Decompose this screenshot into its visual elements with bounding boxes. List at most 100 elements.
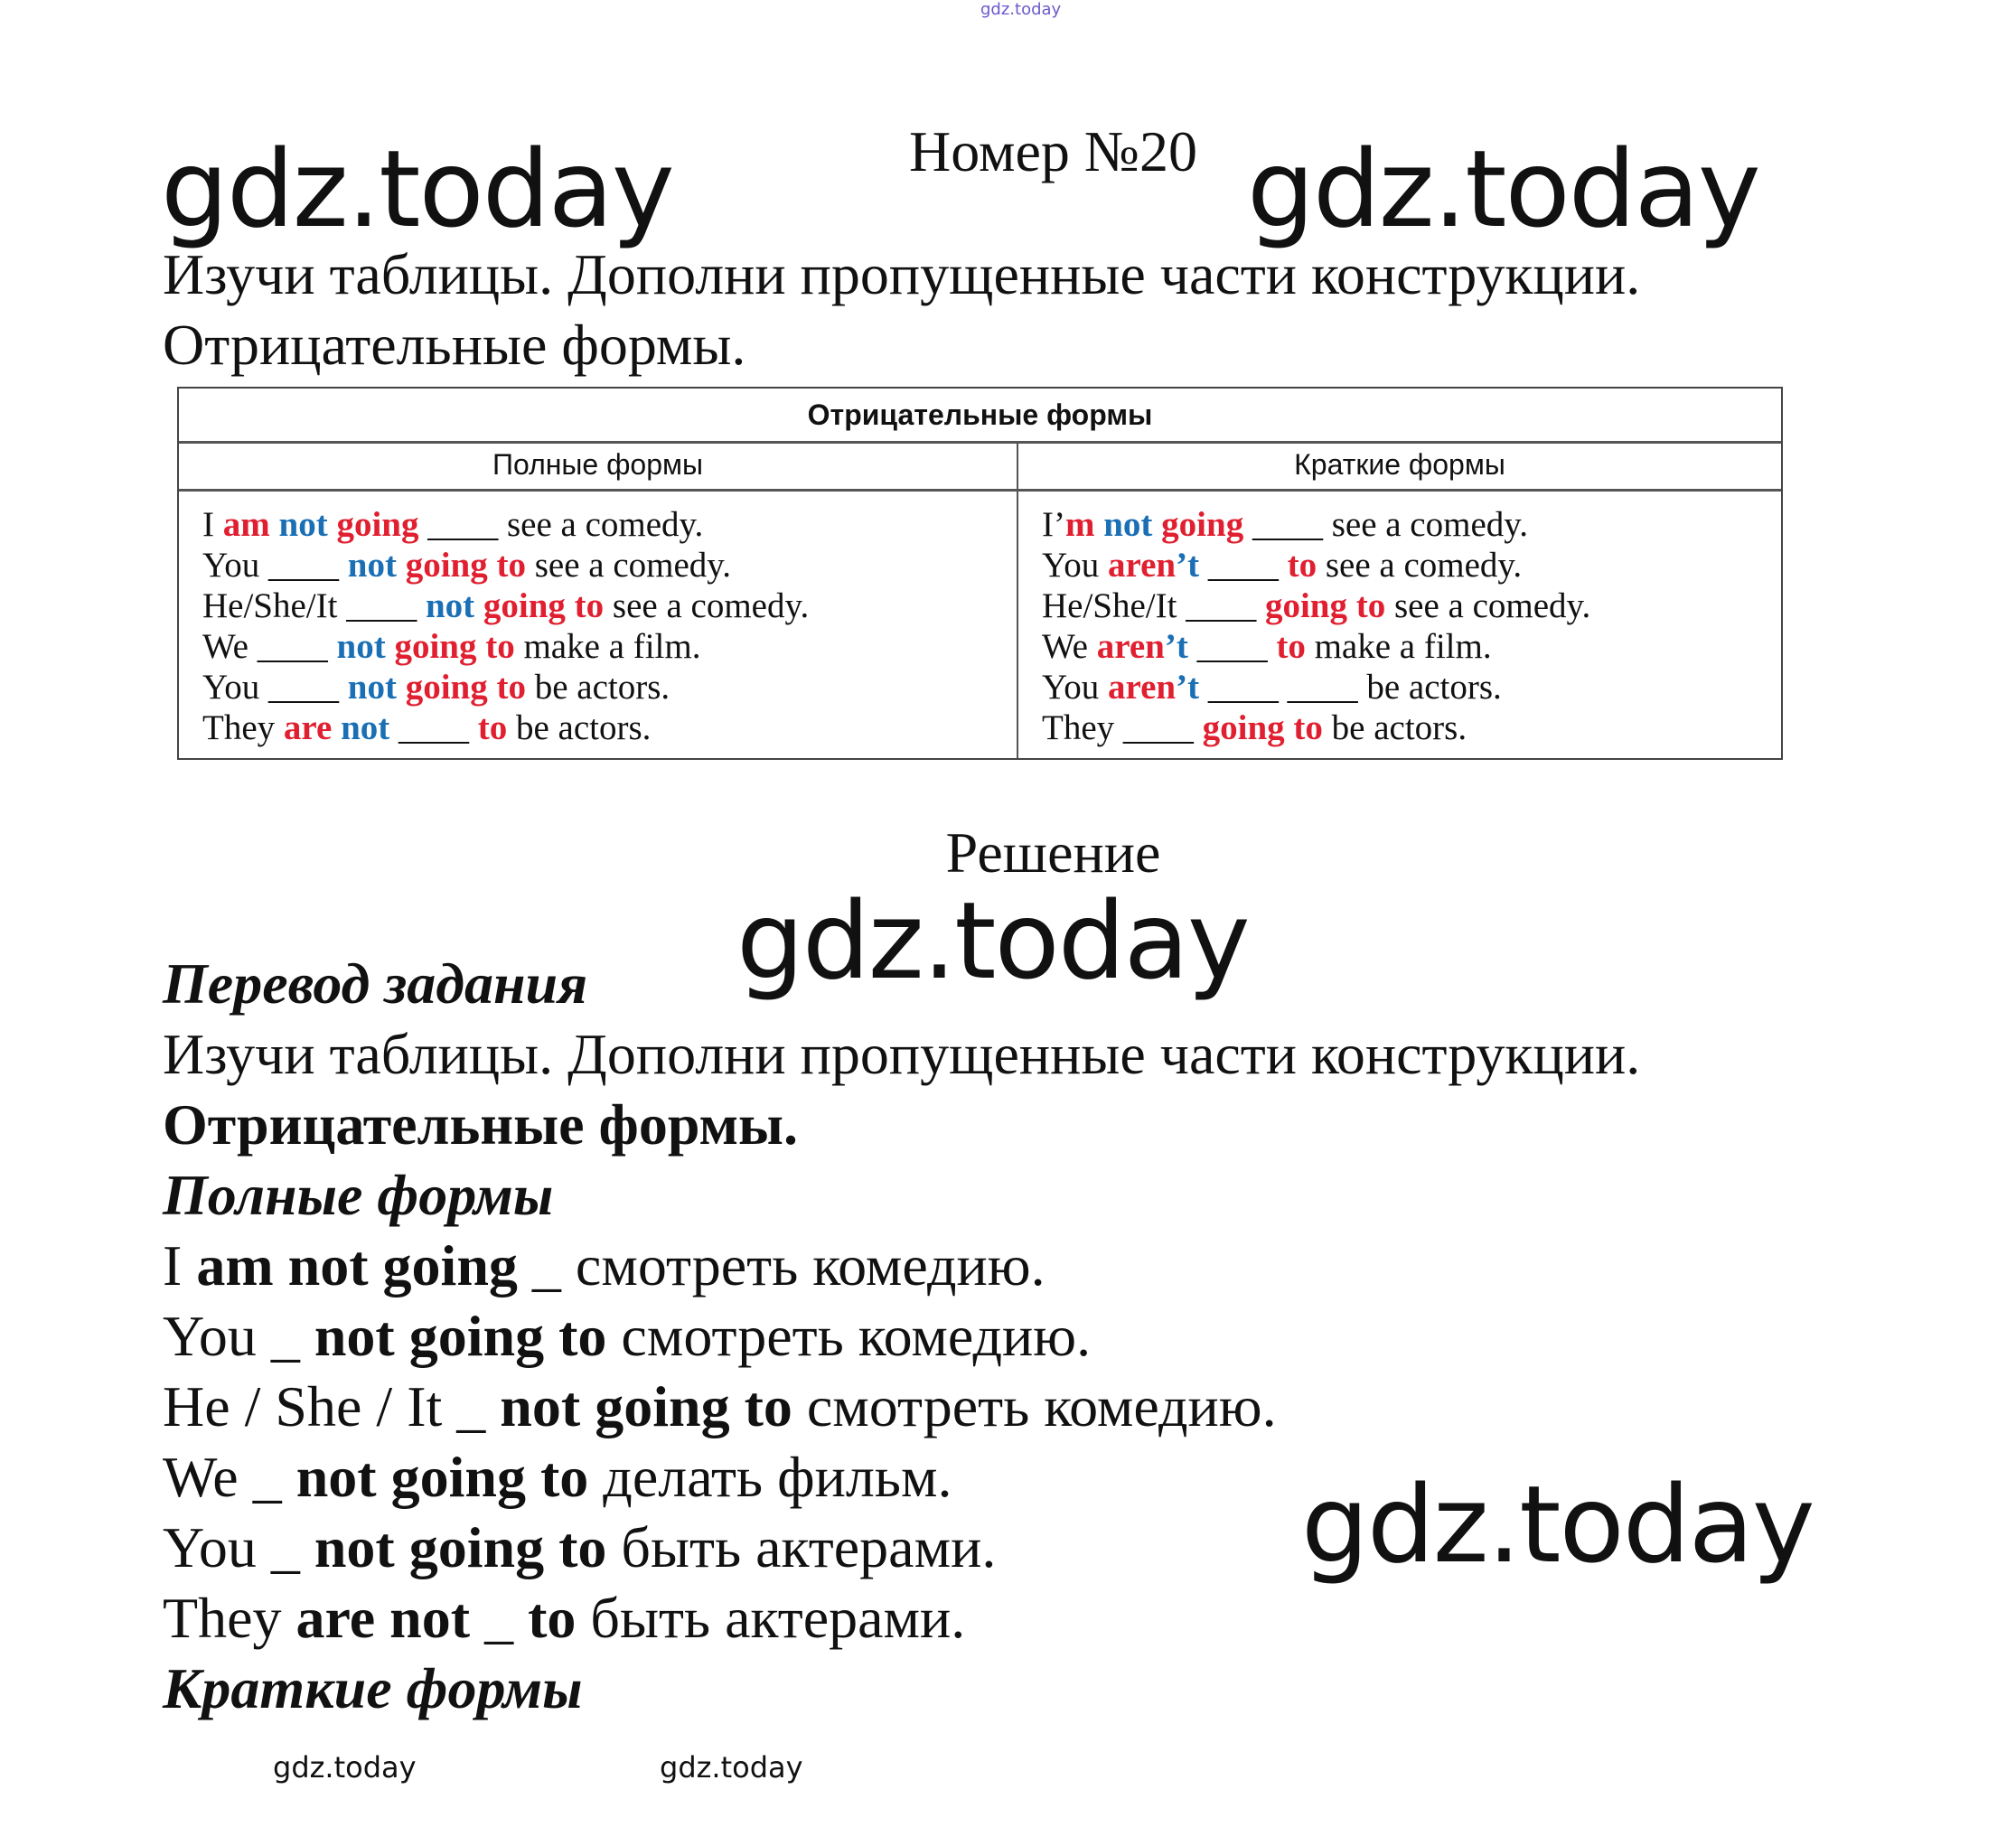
text-segment: Перевод задания: [163, 951, 588, 1016]
translation-line: He / She / It _ not going to смотреть ко…: [163, 1372, 1640, 1442]
text-segment: We: [1042, 627, 1097, 666]
text-segment: [1152, 505, 1161, 544]
text-segment: not: [336, 627, 386, 666]
text-segment: see a comedy.: [1317, 546, 1523, 585]
page-title: Номер №20: [909, 119, 1197, 183]
text-segment: be actors.: [525, 668, 670, 707]
text-segment: going to: [483, 586, 605, 625]
text-segment: are: [283, 708, 333, 747]
text-segment: are not: [295, 1586, 471, 1650]
text-segment: Полные формы: [163, 1163, 554, 1227]
text-segment: Краткие формы: [163, 1656, 583, 1720]
translation-section: Перевод задания Изучи таблицы. Дополни пр…: [163, 949, 1640, 1724]
text-segment: ____ see a comedy.: [1243, 505, 1528, 544]
text-segment: [270, 505, 279, 544]
text-segment: [328, 505, 337, 544]
text-segment: Отрицательные формы.: [163, 1092, 798, 1157]
text-segment: смотреть комедию.: [606, 1304, 1092, 1368]
text-segment: m: [1064, 505, 1095, 544]
table-row: I am not going ____ see a comedy.: [202, 504, 809, 545]
watermark-large: gdz.today: [1301, 1462, 1815, 1587]
watermark-small: gdz.today: [273, 1750, 417, 1785]
watermark-large: gdz.today: [736, 878, 1251, 1003]
text-segment: I’: [1042, 505, 1065, 544]
text-segment: быть актерами.: [606, 1515, 997, 1579]
text-segment: смотреть комедию.: [792, 1374, 1277, 1438]
text-segment: going: [1161, 505, 1244, 544]
text-segment: He / She / It _: [163, 1374, 501, 1438]
translation-line: I am not going _ смотреть комедию.: [163, 1231, 1640, 1301]
text-segment: [397, 668, 406, 707]
text-segment: _: [470, 1586, 529, 1650]
text-segment: going: [336, 505, 419, 544]
text-segment: see a comedy.: [1385, 586, 1591, 625]
full-forms-cell: I am not going ____ see a comedy. You ___…: [179, 492, 1018, 758]
text-segment: see a comedy.: [525, 546, 731, 585]
translation-line: Полные формы: [163, 1160, 1640, 1231]
column-header-short: Краткие формы: [1018, 441, 1781, 492]
text-segment: You _: [163, 1515, 314, 1579]
text-segment: We _: [163, 1445, 296, 1509]
text-segment: going to: [405, 668, 526, 707]
column-header-full: Полные формы: [179, 441, 1018, 492]
text-segment: You ____: [202, 668, 348, 707]
table-row: You ____ not going to see a comedy.: [202, 545, 809, 586]
text-segment: to: [477, 708, 508, 747]
text-segment: to: [1276, 627, 1306, 666]
text-segment: ____ ____ be actors.: [1199, 668, 1502, 707]
watermark-large: gdz.today: [1247, 126, 1761, 251]
text-segment: [474, 586, 483, 625]
text-segment: make a film.: [1305, 627, 1492, 666]
text-segment: make a film.: [514, 627, 701, 666]
text-segment: not: [341, 708, 390, 747]
translation-line: They are not _ to быть актерами.: [163, 1583, 1640, 1654]
watermark-large: gdz.today: [161, 126, 675, 251]
text-segment: I: [163, 1233, 197, 1298]
table-row: You ____ not going to be actors.: [202, 667, 809, 707]
text-segment: be actors.: [507, 708, 652, 747]
text-segment: ____: [1187, 627, 1277, 666]
text-segment: [332, 708, 341, 747]
text-segment: I: [202, 505, 223, 544]
text-segment: ’t: [1176, 668, 1200, 707]
translation-line: You _ not going to быть актерами.: [163, 1513, 1640, 1583]
text-segment: ____: [1199, 546, 1288, 585]
table-row: They ____ going to be actors.: [1042, 707, 1590, 748]
text-segment: _ смотреть комедию.: [517, 1233, 1046, 1298]
text-segment: going to: [394, 627, 515, 666]
text-segment: ’t: [1164, 627, 1188, 666]
table-row: We ____ not going to make a film.: [202, 626, 809, 667]
text-segment: They ____: [1042, 708, 1203, 747]
text-segment: aren: [1108, 546, 1177, 585]
short-forms-cell: I’m not going ____ see a comedy. You aren…: [1018, 492, 1781, 758]
text-segment: He/She/It ____: [1042, 586, 1265, 625]
task-subtitle: Отрицательные формы.: [163, 313, 746, 377]
text-segment: [386, 627, 395, 666]
text-segment: ____ see a comedy.: [418, 505, 704, 544]
table-row: You aren’t ____ ____ be actors.: [1042, 667, 1590, 707]
text-segment: Изучи таблицы. Дополни пропущенные части…: [163, 1022, 1641, 1086]
text-segment: am: [222, 505, 270, 544]
text-segment: not: [347, 546, 397, 585]
text-segment: You: [1042, 668, 1109, 707]
text-segment: He/She/It ____: [202, 586, 426, 625]
text-segment: see a comedy.: [604, 586, 810, 625]
text-segment: going to: [1202, 708, 1323, 747]
translation-line: Отрицательные формы.: [163, 1090, 1640, 1160]
text-segment: going to: [1264, 586, 1386, 625]
text-segment: [397, 546, 406, 585]
translation-line: Изучи таблицы. Дополни пропущенные части…: [163, 1019, 1640, 1090]
solution-heading: Решение: [945, 820, 1161, 885]
text-segment: not: [1103, 505, 1153, 544]
text-segment: not: [425, 586, 475, 625]
text-segment: You: [1042, 546, 1109, 585]
text-segment: not going to: [314, 1515, 607, 1579]
table-row: He/She/It ____ not going to see a comedy…: [202, 586, 809, 626]
text-segment: to: [1287, 546, 1317, 585]
text-segment: They: [163, 1586, 296, 1650]
table-row: We aren’t ____ to make a film.: [1042, 626, 1590, 667]
text-segment: делать фильм.: [588, 1445, 952, 1509]
watermark-small: gdz.today: [660, 1750, 803, 1785]
table-row: I’m not going ____ see a comedy.: [1042, 504, 1590, 545]
text-segment: not going to: [500, 1374, 792, 1438]
